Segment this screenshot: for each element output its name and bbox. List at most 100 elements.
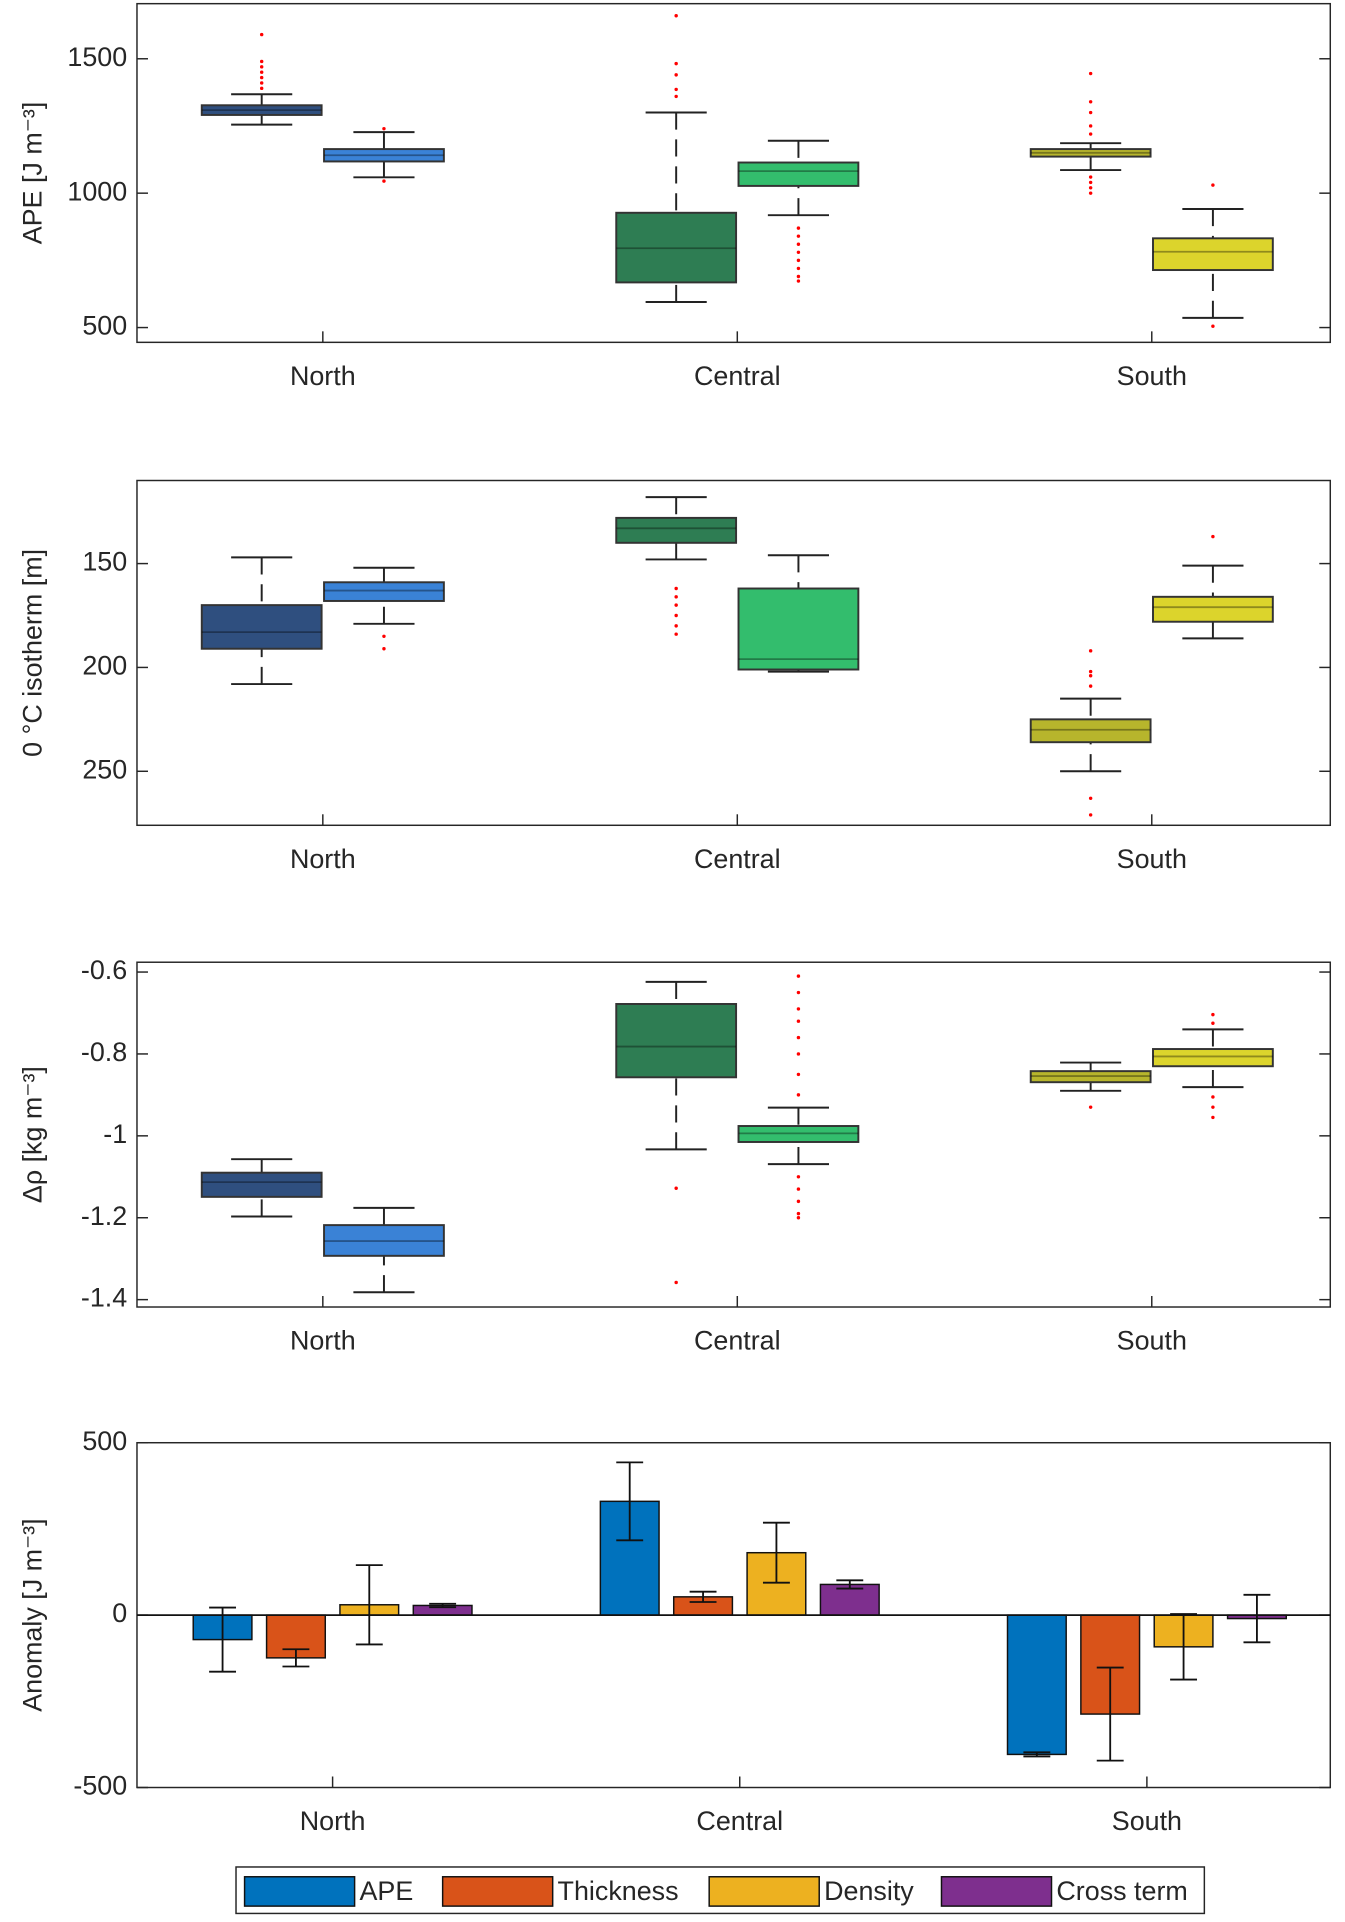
x-tick-label: South (1117, 844, 1187, 874)
outlier (1211, 1095, 1215, 1099)
y-tick-label: 250 (82, 754, 127, 784)
legend-swatch (243, 1876, 356, 1907)
outlier (1211, 1105, 1215, 1109)
box (1152, 237, 1274, 272)
box (1029, 718, 1152, 744)
outlier (259, 32, 264, 37)
bar (819, 1583, 880, 1616)
outlier (796, 234, 801, 238)
outlier (1211, 1021, 1215, 1025)
outlier (1088, 186, 1093, 190)
outlier (1088, 180, 1093, 185)
legend-swatch (708, 1876, 820, 1907)
x-tick-label: South (1112, 1806, 1182, 1836)
outlier (1088, 191, 1093, 195)
outlier (1088, 132, 1093, 136)
x-tick-label: Central (696, 1806, 783, 1836)
y-tick-label: 500 (82, 311, 127, 341)
outlier (259, 75, 264, 80)
y-tick-label: 200 (82, 651, 127, 681)
y-axis-label: Δρ [kg m⁻³] (17, 1066, 47, 1203)
x-tick-label: North (290, 1326, 356, 1356)
outlier (796, 274, 801, 279)
outlier (259, 59, 264, 64)
y-tick-label: -1.2 (81, 1201, 127, 1231)
outlier (674, 1186, 678, 1190)
outlier (1088, 669, 1093, 674)
y-axis-label: APE [J m⁻³] (17, 102, 47, 245)
outlier (259, 65, 264, 69)
outlier (796, 279, 801, 283)
legend-label: Density (824, 1876, 914, 1906)
y-tick-label: -0.6 (81, 955, 127, 985)
y-tick-label: -1.4 (81, 1283, 127, 1313)
y-tick-label: 1000 (67, 176, 127, 206)
axes-frame (136, 2, 1332, 344)
x-tick-label: North (290, 361, 356, 391)
box (615, 211, 738, 284)
x-tick-label: Central (694, 1326, 781, 1356)
outlier (674, 632, 678, 636)
outlier (796, 258, 801, 263)
outlier (1088, 71, 1093, 76)
outlier (1088, 124, 1093, 128)
outlier (796, 1019, 801, 1023)
outlier (1088, 649, 1093, 653)
outlier (1211, 1115, 1215, 1120)
outlier (796, 266, 801, 271)
x-tick-label: North (290, 844, 356, 874)
outlier (1088, 684, 1093, 688)
outlier (796, 226, 801, 230)
outlier (382, 179, 386, 183)
outlier (674, 73, 678, 77)
outlier (796, 1072, 801, 1077)
box (323, 1224, 445, 1257)
outlier (674, 603, 678, 607)
legend-label: APE (360, 1876, 414, 1906)
box (737, 1125, 860, 1143)
outlier (796, 1211, 801, 1216)
outlier (1211, 534, 1215, 539)
outlier (259, 70, 264, 74)
outlier (1088, 674, 1093, 678)
outlier (259, 81, 264, 85)
box (1152, 1048, 1274, 1068)
legend-swatch (940, 1876, 1053, 1907)
box (323, 581, 445, 602)
outlier (382, 634, 386, 638)
outlier (796, 1052, 801, 1056)
outlier (796, 1007, 801, 1011)
y-tick-label: -1 (103, 1119, 127, 1149)
outlier (1211, 324, 1215, 328)
y-tick-label: -0.8 (81, 1037, 127, 1067)
x-tick-label: South (1117, 361, 1187, 391)
outlier (796, 990, 801, 995)
outlier (674, 613, 678, 618)
box (200, 604, 323, 650)
y-axis-label: Anomaly [J m⁻³] (17, 1518, 47, 1711)
x-tick-label: Central (694, 844, 781, 874)
outlier (796, 1216, 801, 1220)
outlier (674, 595, 678, 599)
outlier (674, 94, 678, 99)
outlier (796, 242, 801, 246)
outlier (674, 624, 678, 628)
outlier (1088, 110, 1093, 115)
box (200, 104, 323, 116)
y-tick-label: 1500 (67, 42, 127, 72)
outlier (1088, 813, 1093, 817)
outlier (674, 14, 678, 18)
outlier (796, 1093, 801, 1097)
outlier (259, 86, 264, 91)
outlier (796, 1175, 801, 1179)
outlier (382, 126, 386, 131)
y-tick-label: 150 (82, 547, 127, 577)
outlier (1088, 175, 1093, 179)
legend-swatch (441, 1876, 554, 1907)
box (1152, 595, 1274, 623)
y-tick-label: 0 (112, 1598, 127, 1628)
y-tick-label: 500 (82, 1426, 127, 1456)
legend-label: Cross term (1056, 1876, 1187, 1906)
